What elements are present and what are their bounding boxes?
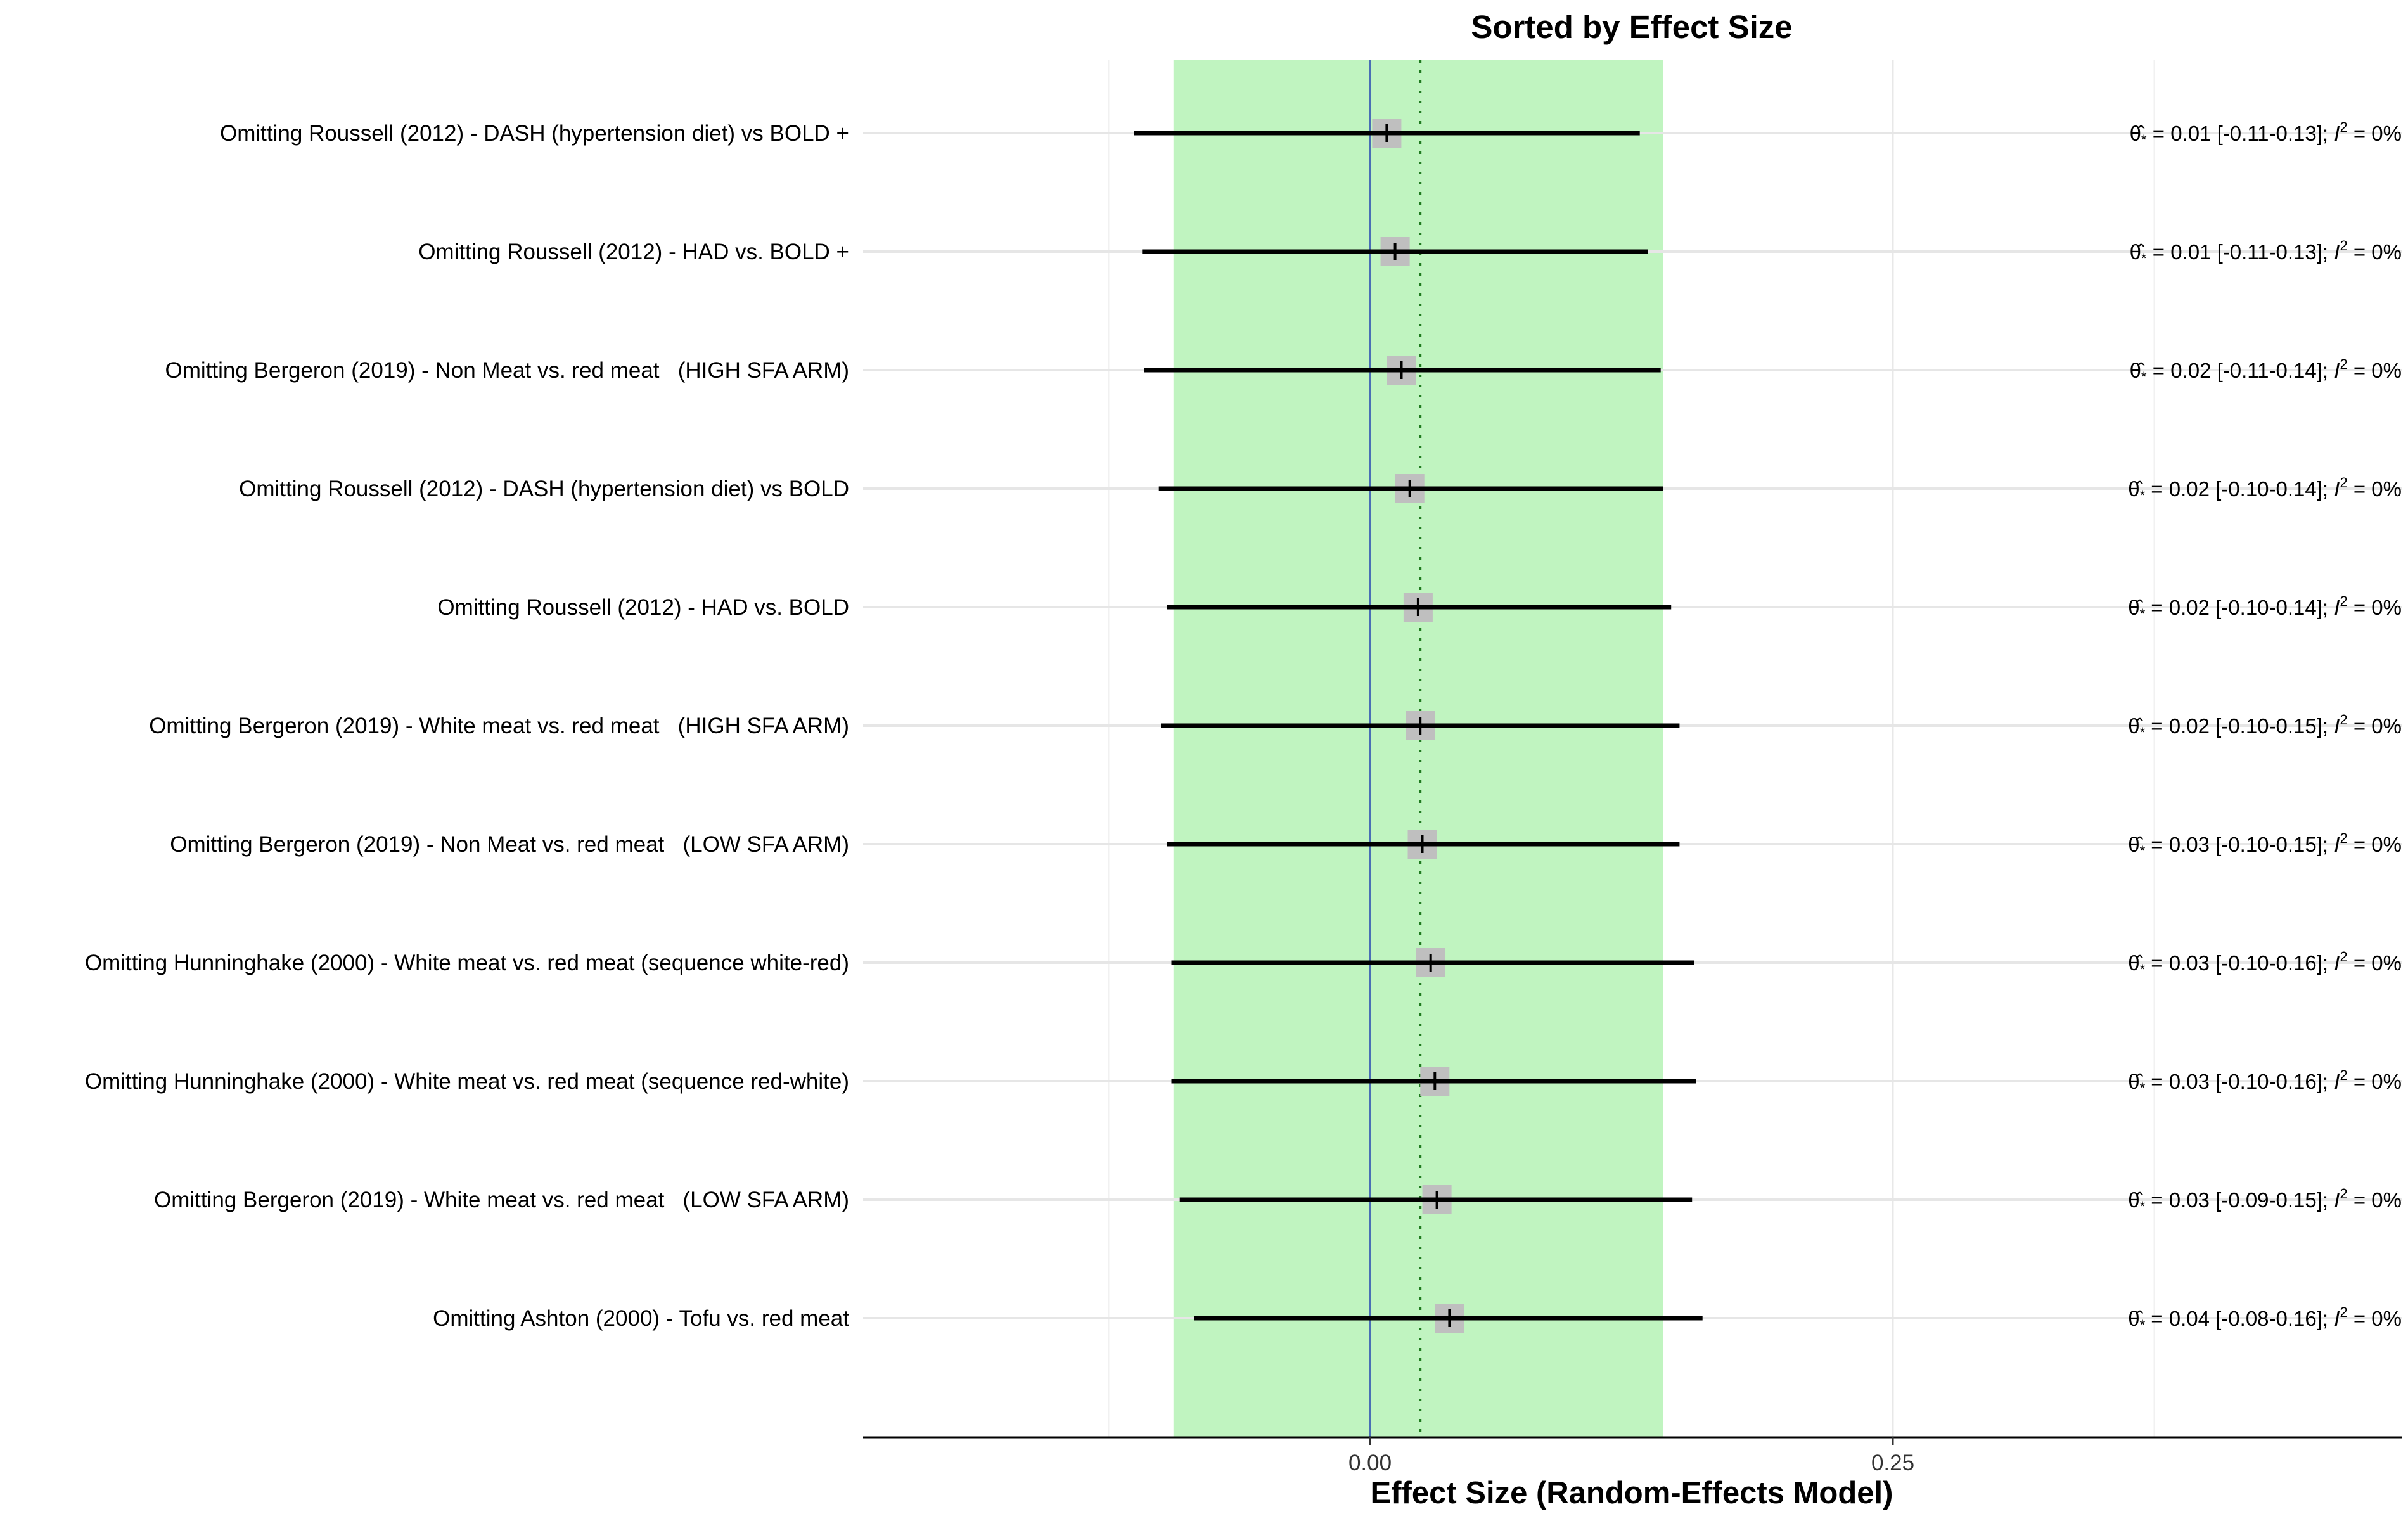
theta-subscript: * — [2140, 606, 2146, 622]
study-rows: Omitting Roussell (2012) - DASH (hyperte… — [85, 119, 2402, 1333]
theta-value: = 0.01 [-0.11-0.13]; — [2147, 240, 2334, 264]
i2-superscript: 2 — [2340, 593, 2347, 609]
i2-value: = 0% — [2348, 596, 2402, 619]
i2-symbol: I — [2334, 240, 2340, 264]
row-annotation: θ̂* = 0.02 [-0.10-0.15]; I2 = 0% — [2128, 712, 2402, 740]
study-label: Omitting Bergeron (2019) - Non Meat vs. … — [165, 358, 849, 383]
x-tick-label: 0.00 — [1348, 1451, 1392, 1475]
theta-subscript: * — [2140, 843, 2146, 859]
pooled-ci-band — [1173, 60, 1663, 1437]
theta-value: = 0.03 [-0.10-0.16]; — [2145, 1070, 2334, 1093]
theta-value: = 0.02 [-0.11-0.14]; — [2147, 359, 2334, 382]
i2-superscript: 2 — [2340, 1304, 2347, 1320]
study-row: Omitting Hunninghake (2000) - White meat… — [85, 948, 2402, 977]
i2-superscript: 2 — [2340, 238, 2347, 254]
study-row: Omitting Roussell (2012) - HAD vs. BOLD θ… — [437, 593, 2402, 622]
i2-value: = 0% — [2348, 1070, 2402, 1093]
study-label: Omitting Roussell (2012) - DASH (hyperte… — [220, 121, 849, 146]
row-annotation: θ̂* = 0.04 [-0.08-0.16]; I2 = 0% — [2128, 1304, 2402, 1333]
theta-value: = 0.02 [-0.10-0.14]; — [2145, 596, 2334, 619]
x-axis-label: Effect Size (Random-Effects Model) — [1371, 1476, 1893, 1510]
i2-value: = 0% — [2348, 477, 2402, 501]
theta-value: = 0.03 [-0.10-0.15]; — [2145, 833, 2334, 856]
row-annotation: θ̂* = 0.03 [-0.10-0.16]; I2 = 0% — [2128, 1067, 2402, 1096]
row-annotation: θ̂* = 0.02 [-0.10-0.14]; I2 = 0% — [2128, 593, 2402, 622]
i2-value: = 0% — [2348, 1307, 2402, 1330]
i2-value: = 0% — [2348, 359, 2402, 382]
theta-value: = 0.03 [-0.10-0.16]; — [2145, 951, 2334, 975]
i2-superscript: 2 — [2340, 475, 2347, 491]
theta-subscript: * — [2140, 961, 2146, 977]
theta-value: = 0.02 [-0.10-0.14]; — [2145, 477, 2334, 501]
i2-superscript: 2 — [2340, 949, 2347, 965]
study-label: Omitting Roussell (2012) - HAD vs. BOLD … — [418, 240, 849, 264]
study-label: Omitting Bergeron (2019) - White meat vs… — [149, 714, 849, 738]
x-axis-ticks: 0.00 0.25 — [1348, 1437, 1914, 1475]
theta-value: = 0.02 [-0.10-0.15]; — [2145, 714, 2334, 738]
i2-superscript: 2 — [2340, 356, 2347, 372]
i2-symbol: I — [2334, 477, 2340, 501]
theta-subscript: * — [2140, 1080, 2146, 1096]
i2-value: = 0% — [2348, 122, 2402, 145]
theta-subscript: * — [2140, 487, 2146, 503]
i2-value: = 0% — [2348, 951, 2402, 975]
x-tick-label: 0.25 — [1871, 1451, 1914, 1475]
study-row: Omitting Roussell (2012) - DASH (hyperte… — [239, 474, 2402, 503]
study-row: Omitting Bergeron (2019) - White meat vs… — [149, 711, 2402, 740]
study-row: Omitting Bergeron (2019) - White meat vs… — [154, 1185, 2402, 1214]
i2-symbol: I — [2334, 122, 2340, 145]
study-row: Omitting Roussell (2012) - HAD vs. BOLD … — [418, 237, 2402, 266]
row-annotation: θ̂* = 0.03 [-0.10-0.16]; I2 = 0% — [2128, 949, 2402, 977]
i2-superscript: 2 — [2340, 119, 2347, 135]
row-annotation: θ̂* = 0.01 [-0.11-0.13]; I2 = 0% — [2130, 238, 2402, 266]
study-label: Omitting Ashton (2000) - Tofu vs. red me… — [433, 1306, 849, 1331]
i2-superscript: 2 — [2340, 712, 2347, 728]
study-label: Omitting Roussell (2012) - DASH (hyperte… — [239, 477, 849, 501]
theta-subscript: * — [2140, 724, 2146, 740]
row-annotation: θ̂* = 0.02 [-0.11-0.14]; I2 = 0% — [2130, 356, 2402, 385]
theta-subscript: * — [2140, 1317, 2146, 1333]
theta-subscript: * — [2141, 132, 2147, 148]
theta-value: = 0.01 [-0.11-0.13]; — [2147, 122, 2334, 145]
i2-value: = 0% — [2348, 1188, 2402, 1212]
i2-symbol: I — [2334, 359, 2340, 382]
i2-symbol: I — [2334, 1070, 2340, 1093]
i2-symbol: I — [2334, 1307, 2340, 1330]
row-annotation: θ̂* = 0.02 [-0.10-0.14]; I2 = 0% — [2128, 475, 2402, 503]
study-row: Omitting Ashton (2000) - Tofu vs. red me… — [433, 1304, 2402, 1333]
theta-value: = 0.03 [-0.09-0.15]; — [2145, 1188, 2334, 1212]
i2-value: = 0% — [2348, 240, 2402, 264]
i2-symbol: I — [2334, 833, 2340, 856]
i2-symbol: I — [2334, 951, 2340, 975]
row-annotation: θ̂* = 0.03 [-0.10-0.15]; I2 = 0% — [2128, 830, 2402, 859]
study-row: Omitting Bergeron (2019) - Non Meat vs. … — [165, 356, 2402, 385]
i2-value: = 0% — [2348, 714, 2402, 738]
row-annotation: θ̂* = 0.01 [-0.11-0.13]; I2 = 0% — [2130, 119, 2402, 148]
theta-subscript: * — [2141, 250, 2147, 266]
i2-value: = 0% — [2348, 833, 2402, 856]
theta-subscript: * — [2141, 369, 2147, 385]
chart-title: Sorted by Effect Size — [1471, 9, 1792, 45]
i2-superscript: 2 — [2340, 1186, 2347, 1202]
i2-superscript: 2 — [2340, 1067, 2347, 1083]
theta-subscript: * — [2140, 1198, 2146, 1214]
i2-superscript: 2 — [2340, 830, 2347, 846]
study-label: Omitting Bergeron (2019) - Non Meat vs. … — [170, 832, 849, 857]
study-label: Omitting Bergeron (2019) - White meat vs… — [154, 1188, 849, 1212]
i2-symbol: I — [2334, 714, 2340, 738]
theta-value: = 0.04 [-0.08-0.16]; — [2145, 1307, 2334, 1330]
row-annotation: θ̂* = 0.03 [-0.09-0.15]; I2 = 0% — [2128, 1186, 2402, 1214]
study-label: Omitting Hunninghake (2000) - White meat… — [85, 1069, 849, 1094]
study-row: Omitting Roussell (2012) - DASH (hyperte… — [220, 119, 2402, 148]
study-row: Omitting Hunninghake (2000) - White meat… — [85, 1067, 2402, 1096]
i2-symbol: I — [2334, 1188, 2340, 1212]
study-label: Omitting Roussell (2012) - HAD vs. BOLD — [437, 595, 849, 620]
i2-symbol: I — [2334, 596, 2340, 619]
study-label: Omitting Hunninghake (2000) - White meat… — [85, 951, 849, 975]
